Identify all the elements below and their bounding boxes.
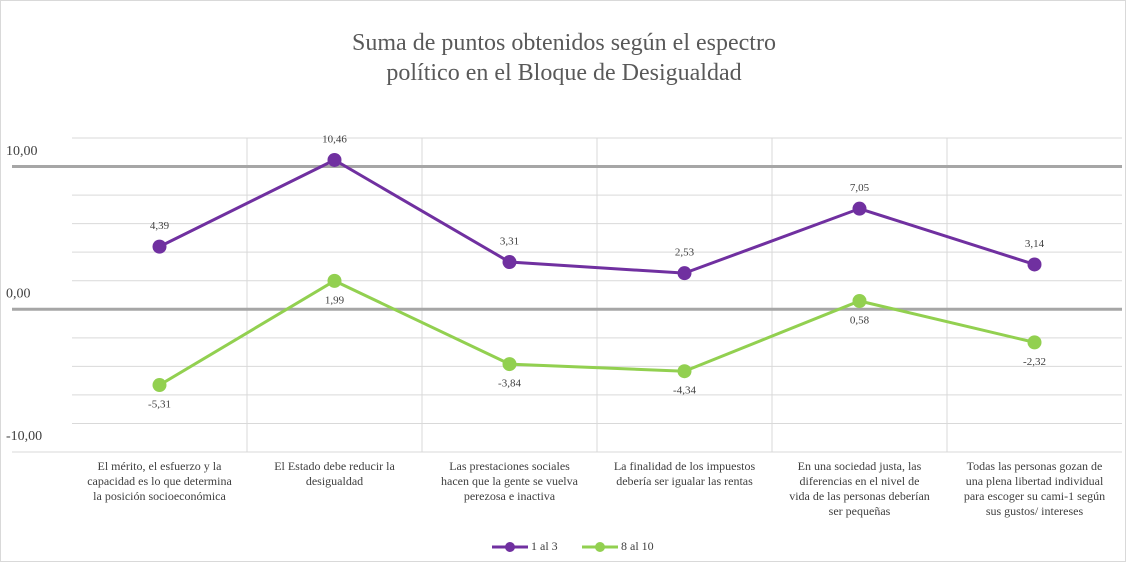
data-label: -3,84	[498, 378, 521, 390]
data-label: 4,39	[150, 220, 170, 232]
y-tick-label: 10,00	[6, 144, 38, 159]
data-point	[502, 255, 517, 270]
data-point	[1027, 257, 1042, 272]
chart-title: Suma de puntos obtenidos según el espect…	[352, 30, 776, 86]
data-label: -2,32	[1023, 356, 1046, 368]
data-label: -5,31	[148, 399, 171, 411]
legend-label: 8 al 10	[621, 539, 654, 553]
data-label: 0,58	[850, 315, 870, 327]
data-label: 3,14	[1025, 238, 1045, 250]
x-tick-label: El Estado debe reducir la desigualdad	[274, 459, 395, 488]
data-label: 10,46	[322, 134, 347, 146]
data-label: -4,34	[673, 385, 696, 397]
data-point	[852, 201, 867, 216]
y-tick-label: -10,00	[6, 429, 42, 444]
data-label: 1,99	[325, 294, 345, 306]
series-line	[158, 158, 1035, 275]
data-label: 2,53	[675, 247, 695, 259]
x-tick-label: Todas las personas gozan de una plena lib…	[964, 459, 1105, 518]
y-tick-label: 0,00	[6, 286, 31, 301]
data-point	[677, 364, 692, 379]
data-point	[152, 239, 167, 254]
data-point	[152, 378, 167, 393]
x-tick-label: Las prestaciones sociales hacen que la ge…	[441, 459, 579, 503]
data-point	[852, 293, 867, 308]
x-tick-label: La finalidad de los impuestos debería ser…	[614, 459, 756, 488]
data-point	[327, 273, 342, 288]
legend-label: 1 al 3	[531, 539, 558, 553]
data-label: 7,05	[850, 182, 870, 194]
data-point	[677, 266, 692, 281]
legend-marker	[505, 542, 515, 552]
series-line	[158, 279, 1035, 387]
legend-marker	[595, 542, 605, 552]
x-tick-label: En una sociedad justa, las diferencias en…	[789, 459, 930, 518]
data-point	[502, 357, 517, 372]
data-point	[327, 152, 342, 167]
data-label: 3,31	[500, 236, 519, 248]
data-point	[1027, 335, 1042, 350]
x-tick-label: El mérito, el esfuerzo y la capacidad es …	[87, 459, 232, 503]
